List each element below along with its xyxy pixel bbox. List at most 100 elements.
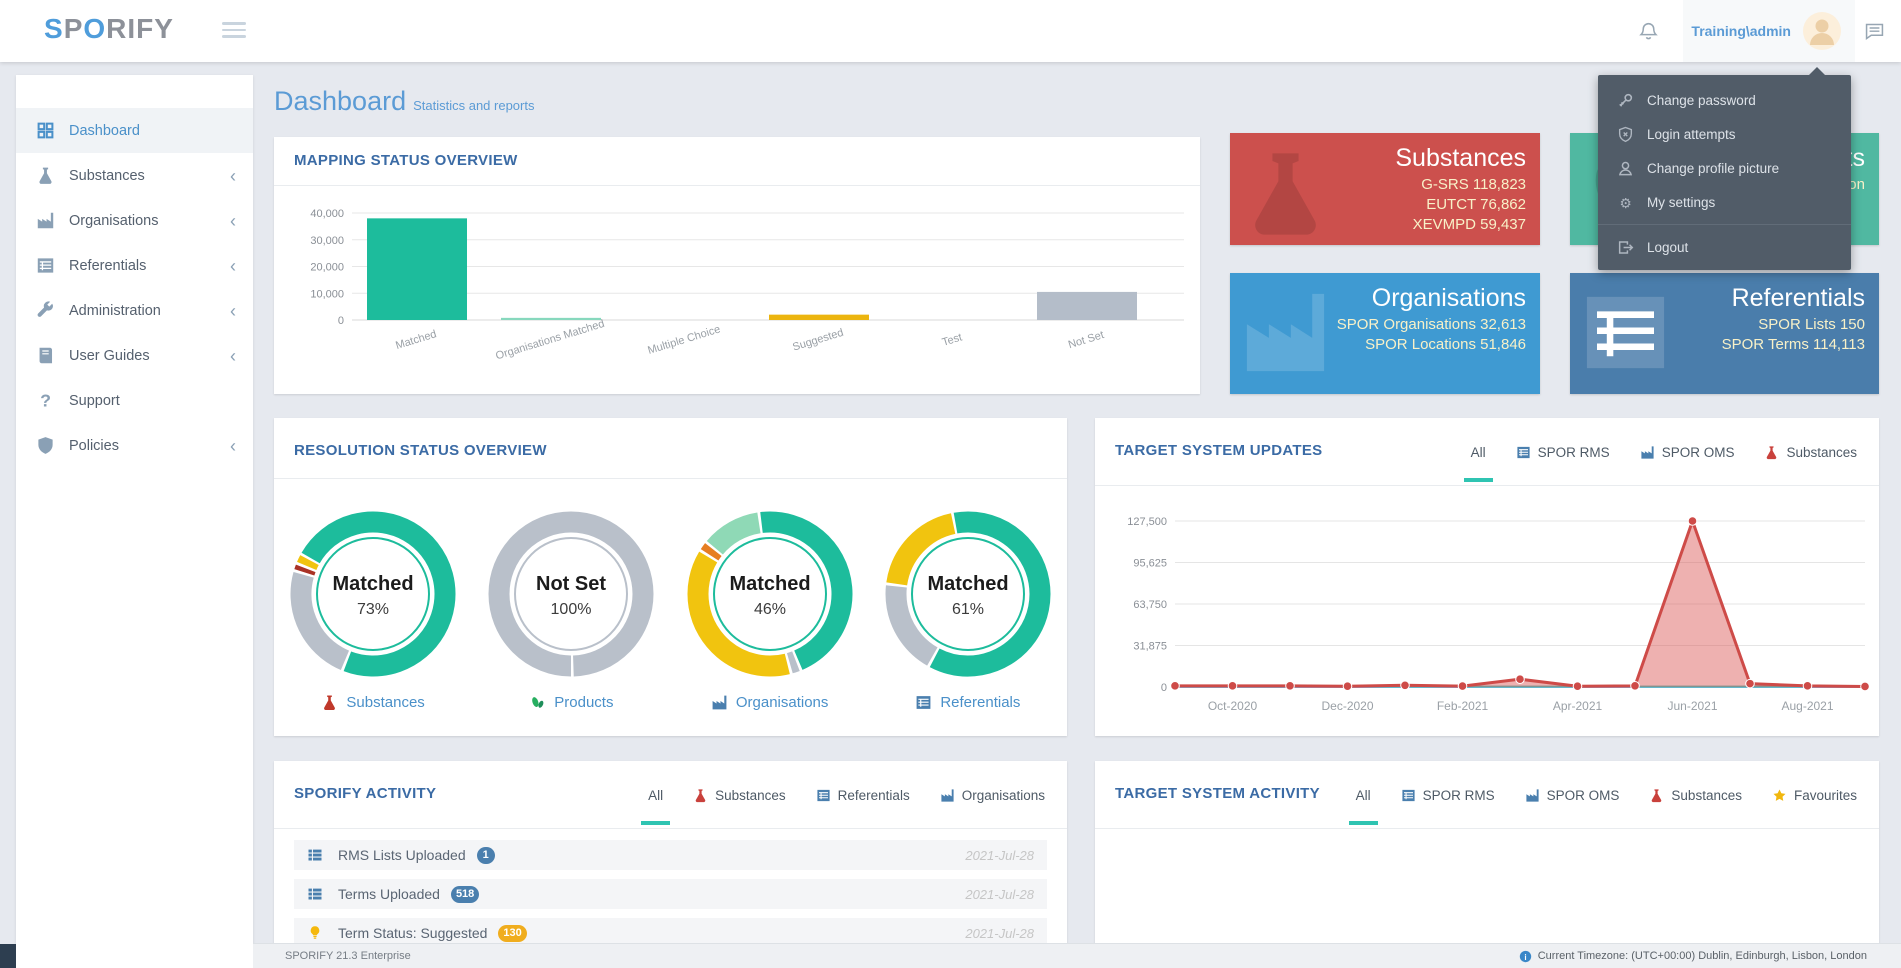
tab-label: Referentials [837,788,910,803]
stat-card-metric: EUTCT 76,862 [1426,196,1526,213]
tab-spor-oms[interactable]: SPOR OMS [1640,445,1734,460]
tab-label: Substances [715,788,786,803]
donut-chart: Matched 61% [885,511,1051,677]
menu-item-change-profile-picture[interactable]: Change profile picture [1598,151,1851,185]
tab-label: All [1470,445,1486,460]
sidebar-item-organisations[interactable]: Organisations ‹ [16,198,253,243]
gear-icon: ⚙ [1617,194,1634,210]
pills-icon [529,694,546,711]
sidebar-item-dashboard[interactable]: Dashboard [16,108,253,153]
stat-card-substances[interactable]: Substances G-SRS 118,823 EUTCT 76,862 XEVM… [1230,133,1540,245]
stat-card-metric: SPOR Terms 114,113 [1721,336,1865,353]
sidebar-item-label: Administration [69,302,161,319]
tab-all[interactable]: All [1348,788,1378,825]
tab-spor-rms[interactable]: SPOR RMS [1516,445,1610,460]
donut-link-referentials[interactable]: Referentials [915,694,1020,711]
avatar[interactable] [1803,12,1841,50]
tab-substances[interactable]: Substances [1649,788,1742,803]
card-title: MAPPING STATUS OVERVIEW [294,152,518,169]
resolution-status-card: RESOLUTION STATUS OVERVIEW Matched 73% S… [274,418,1067,736]
card-title: RESOLUTION STATUS OVERVIEW [294,442,547,459]
list-icon [1401,788,1416,803]
mapping-status-bar-chart: 0 10,000 20,000 30,000 40,000 Matched Organisa… [310,208,1184,363]
logout-icon [1617,239,1634,256]
donut-link-products[interactable]: Products [529,694,613,711]
tab-spor-oms[interactable]: SPOR OMS [1525,788,1619,803]
stat-card-metric: SPOR Lists 150 [1758,316,1865,333]
tab-substances[interactable]: Substances [1764,445,1857,460]
menu-item-logout[interactable]: Logout [1598,230,1851,264]
tab-referentials[interactable]: Referentials [816,788,910,803]
donut-label-text: Referentials [940,694,1021,711]
user-menu-trigger[interactable]: Training\admin [1683,0,1855,62]
app-version-label: SPORIFY 21.3 Enterprise [285,950,411,962]
svg-text:20,000: 20,000 [310,262,344,274]
app-logo[interactable]: SPORIFY [44,13,174,45]
factory-icon [1238,285,1333,380]
sidebar-item-policies[interactable]: Policies ‹ [16,423,253,468]
list-icon [1516,445,1531,460]
menu-item-my-settings[interactable]: ⚙ My settings [1598,185,1851,219]
tab-all[interactable]: All [1463,445,1493,482]
svg-text:0: 0 [338,315,344,327]
sidebar-item-administration[interactable]: Administration ‹ [16,288,253,333]
activity-label: RMS Lists Uploaded [338,847,466,863]
grid2-icon [307,886,323,902]
tab-spor-rms[interactable]: SPOR RMS [1401,788,1495,803]
tab-favourites[interactable]: Favourites [1772,788,1857,803]
card-title: TARGET SYSTEM ACTIVITY [1115,785,1320,802]
svg-text:Jun-2021: Jun-2021 [1667,699,1717,713]
stat-card-referentials[interactable]: Referentials SPOR Lists 150 SPOR Terms 11… [1570,273,1879,394]
bell-icon[interactable] [1638,21,1659,42]
username-label: Training\admin [1691,23,1791,39]
donut-referentials: Matched 61% Referentials [873,508,1063,711]
user-dropdown-menu: Change password Login attempts Change pr… [1598,67,1851,270]
chat-icon[interactable] [1864,21,1885,42]
tab-label: SPOR RMS [1537,445,1610,460]
svg-text:0: 0 [1161,682,1167,694]
logo-letter: O [83,13,107,44]
sidebar-item-user-guides[interactable]: User Guides ‹ [16,333,253,378]
svg-text:?: ? [40,391,51,410]
grid2-icon [307,847,323,863]
status-bar: SPORIFY 21.3 Enterprise i Current Timezo… [253,943,1901,968]
svg-text:Organisations Matched: Organisations Matched [494,318,606,363]
shield-icon [36,436,55,455]
svg-text:10,000: 10,000 [310,288,344,300]
donut-substances: Matched 73% Substances [278,508,468,711]
tab-organisations[interactable]: Organisations [940,788,1045,803]
svg-text:127,500: 127,500 [1127,516,1167,528]
menu-item-change-password[interactable]: Change password [1598,83,1851,117]
svg-text:Test: Test [941,331,964,348]
svg-text:Feb-2021: Feb-2021 [1437,699,1489,713]
sidebar-item-referentials[interactable]: Referentials ‹ [16,243,253,288]
target-system-updates-area-chart: 0 31,875 63,750 95,625 127,500 Oct-2020 Dec-20… [1127,516,1870,713]
menu-item-label: Change password [1647,92,1756,108]
donut-label-text: Substances [346,694,425,711]
bulb-icon [307,925,323,941]
activity-row-rms-lists-uploaded[interactable]: RMS Lists Uploaded 1 2021-Jul-28 [294,840,1047,870]
sidebar-item-label: Organisations [69,212,159,229]
activity-row-terms-uploaded[interactable]: Terms Uploaded 518 2021-Jul-28 [294,879,1047,909]
svg-text:Oct-2020: Oct-2020 [1208,699,1258,713]
svg-text:Matched: Matched [394,328,438,352]
flask-icon [1649,788,1664,803]
tab-all[interactable]: All [641,788,671,825]
donut-link-organisations[interactable]: Organisations [711,694,828,711]
tab-label: SPOR RMS [1422,788,1495,803]
page-header: Dashboard Statistics and reports [274,86,534,117]
donut-label-text: Products [554,694,614,711]
tab-substances[interactable]: Substances [693,788,786,803]
factory-icon [36,211,55,230]
card-title: SPORIFY ACTIVITY [294,785,437,802]
menu-toggle-icon[interactable] [222,22,246,42]
sidebar-item-label: Policies [69,437,119,454]
sidebar-item-support[interactable]: ? Support [16,378,253,423]
menu-item-login-attempts[interactable]: Login attempts [1598,117,1851,151]
donut-link-substances[interactable]: Substances [321,694,425,711]
stat-card-organisations[interactable]: Organisations SPOR Organisations 32,613 S… [1230,273,1540,394]
svg-text:40,000: 40,000 [310,208,344,220]
info-icon: i [1519,950,1532,963]
list-icon [816,788,831,803]
sidebar-item-substances[interactable]: Substances ‹ [16,153,253,198]
